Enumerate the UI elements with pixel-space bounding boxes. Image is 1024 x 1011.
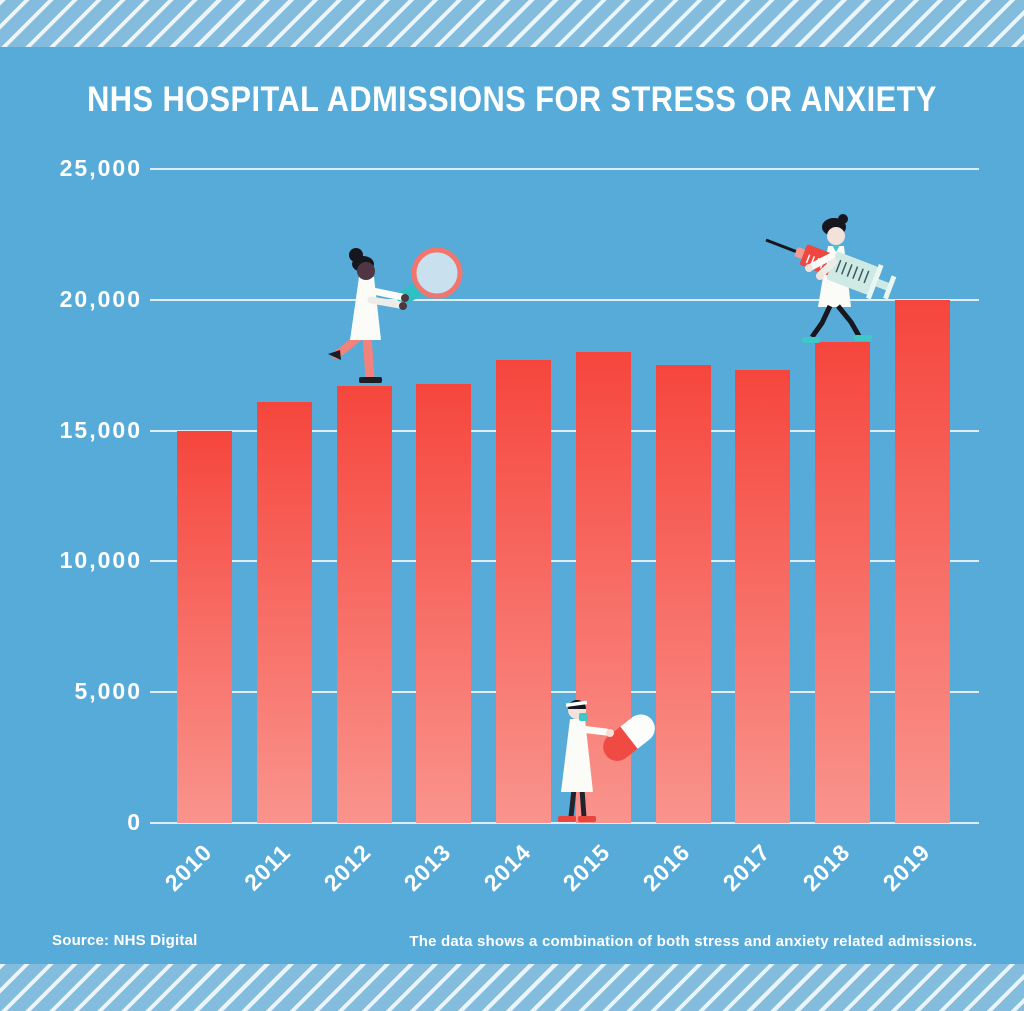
pill-scientist-figure bbox=[558, 700, 610, 822]
x-axis-tick-label-2015: 2015 bbox=[557, 838, 616, 896]
source-text: Source: NHS Digital bbox=[52, 932, 198, 949]
y-axis-tick-label: 0 bbox=[127, 809, 142, 835]
y-axis-tick-label: 20,000 bbox=[59, 285, 142, 312]
bar-2018 bbox=[815, 341, 871, 823]
bottom-stripe-border bbox=[0, 964, 1024, 1011]
x-axis-tick-label-2018: 2018 bbox=[797, 838, 855, 896]
footnote-text: The data shows a combination of both str… bbox=[409, 933, 977, 950]
bar-2016 bbox=[655, 365, 711, 823]
gridline-0 bbox=[150, 822, 979, 824]
bar-2011 bbox=[256, 401, 312, 823]
x-axis-tick-label-2017: 2017 bbox=[717, 838, 775, 896]
scientist-with-syringe-illustration bbox=[765, 214, 897, 343]
bar-2014 bbox=[496, 359, 552, 823]
pill-icon bbox=[603, 714, 655, 761]
gridline-20000 bbox=[150, 298, 979, 301]
x-axis-tick-label-2011: 2011 bbox=[239, 839, 296, 896]
bar-2013 bbox=[416, 383, 472, 823]
pill-scientist-hand bbox=[606, 729, 614, 737]
bar-2012 bbox=[336, 386, 392, 823]
scientist-with-magnifying-glass-illustration bbox=[328, 247, 463, 383]
x-axis-tick-label-2012: 2012 bbox=[318, 838, 377, 896]
magnifying-glass-icon bbox=[394, 247, 463, 308]
magnifier-scientist-figure bbox=[328, 248, 409, 383]
y-axis-tick-label: 5,000 bbox=[74, 678, 142, 705]
gridline-10000 bbox=[150, 560, 979, 563]
gridline-15000 bbox=[150, 429, 979, 432]
page-title: NHS HOSPITAL ADMISSIONS FOR STRESS OR AN… bbox=[87, 80, 937, 119]
x-axis-tick-label-2019: 2019 bbox=[877, 838, 935, 896]
x-axis-tick-label-2010: 2010 bbox=[159, 838, 217, 896]
x-axis-tick-label-2016: 2016 bbox=[637, 838, 696, 896]
bar-2017 bbox=[735, 370, 791, 823]
gridline-5000 bbox=[150, 691, 979, 694]
top-stripe-border bbox=[0, 0, 1024, 47]
syringe-scientist-arms bbox=[805, 252, 838, 280]
y-axis-tick-label: 25,000 bbox=[59, 155, 142, 181]
y-axis-tick-label: 15,000 bbox=[59, 416, 142, 443]
bar-2010 bbox=[177, 430, 232, 823]
gridline-25000 bbox=[150, 168, 979, 170]
x-axis-tick-label-2013: 2013 bbox=[398, 838, 456, 896]
y-axis-tick-label: 10,000 bbox=[59, 547, 142, 574]
bar-2019 bbox=[895, 299, 951, 823]
scientist-with-pill-illustration bbox=[558, 700, 655, 822]
x-axis-tick-label-2014: 2014 bbox=[478, 838, 536, 896]
